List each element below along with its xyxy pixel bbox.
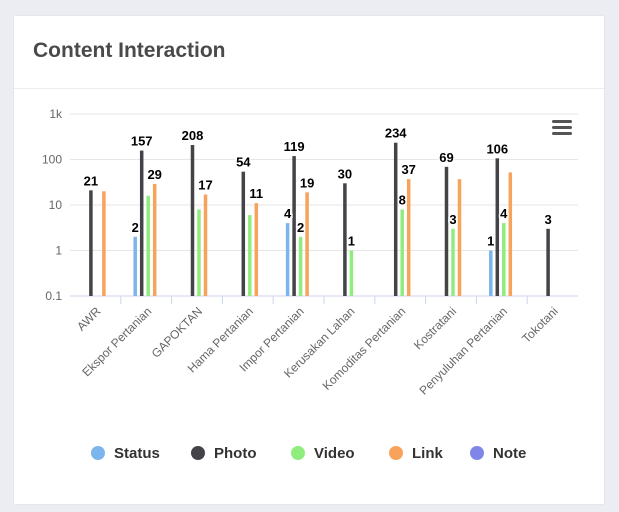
data-label: 8 [399,192,406,207]
data-label: 1 [487,234,494,249]
legend-marker [470,446,484,460]
x-tick-label: Tokotani [519,304,561,346]
data-label: 119 [284,139,305,154]
data-label: 17 [198,178,212,193]
card-header: Content Interaction [14,16,604,89]
data-label: 106 [486,141,508,156]
bar-photo[interactable] [444,166,449,296]
chart-card: Content Interaction 0.1 1 10 100 1k AWR Ekspor… [14,16,604,504]
x-tick-label: GAPOKTAN [149,304,205,360]
y-tick-label: 0.1 [45,289,62,303]
data-label: 37 [401,162,415,177]
bar-link[interactable] [508,172,513,296]
bar-link[interactable] [457,179,462,296]
y-tick-label: 10 [49,198,63,212]
x-tick-label: Kostratani [411,304,459,352]
legend-item-link[interactable]: Link [389,445,443,462]
bar-video[interactable] [349,250,354,297]
bar-photo[interactable] [89,190,93,296]
bar-video[interactable] [400,209,404,296]
data-label: 11 [249,186,263,201]
bar-video[interactable] [197,209,201,296]
data-label: 54 [236,155,251,170]
y-tick-label: 1 [55,244,62,258]
legend-label: Status [114,445,160,462]
bar-link[interactable] [203,194,208,296]
bar-photo[interactable] [546,228,550,296]
y-tick-label: 1k [49,107,63,121]
data-label: 3 [449,212,456,227]
bar-photo[interactable] [190,145,195,296]
legend-item-status[interactable]: Status [91,445,160,462]
data-label: 157 [131,134,153,149]
bar-link[interactable] [102,191,106,296]
bar-photo[interactable] [343,183,347,296]
bar-photo[interactable] [495,158,500,296]
legend-marker [389,446,403,460]
bar-link[interactable] [406,179,411,296]
bar-video[interactable] [298,236,303,296]
y-tick-label: 100 [42,153,62,167]
x-tick-label: AWR [74,304,104,334]
bar-video[interactable] [502,223,506,296]
data-label: 2 [132,220,139,235]
data-label: 4 [284,206,292,221]
legend-label: Photo [214,445,257,462]
legend-label: Video [314,445,355,462]
card-title: Content Interaction [33,39,226,62]
bar-status[interactable] [133,236,137,296]
data-label: 19 [300,175,314,190]
data-labels: 21 2 157 29 208 17 54 11 4 119 2 19 30 1 234 8 37 69 3 1 106… [82,124,553,250]
legend-item-note[interactable]: Note [470,445,526,462]
data-label: 29 [147,167,161,182]
legend-item-video[interactable]: Video [291,445,355,462]
data-label: 208 [182,128,204,143]
legend-marker [291,446,305,460]
legend: Status Photo Video Link Note [91,445,526,462]
hamburger-menu-icon[interactable] [548,116,576,140]
bar-photo[interactable] [292,156,296,296]
legend-label: Link [412,445,443,462]
bars [89,142,550,297]
data-label: 30 [338,166,352,181]
bar-video[interactable] [451,228,455,296]
bar-video[interactable] [146,195,150,296]
bar-photo[interactable] [241,171,246,296]
legend-marker [191,446,205,460]
data-label: 4 [500,206,508,221]
bar-status[interactable] [285,223,290,296]
bar-photo[interactable] [139,150,144,296]
data-label: 1 [348,234,355,249]
data-label: 21 [84,173,98,188]
legend-label: Note [493,445,526,462]
bar-link[interactable] [152,183,157,296]
data-label: 234 [385,126,407,141]
data-label: 2 [297,220,304,235]
bar-link[interactable] [254,203,259,296]
bar-link[interactable] [305,192,309,296]
bar-video[interactable] [248,215,252,296]
bar-photo[interactable] [393,142,398,296]
bar-status[interactable] [489,250,493,297]
legend-marker [91,446,105,460]
legend-item-photo[interactable]: Photo [191,445,257,462]
data-label: 3 [544,212,551,227]
x-tick-label: Penyuluhan Pertanian [417,304,510,397]
data-label: 69 [439,150,453,165]
